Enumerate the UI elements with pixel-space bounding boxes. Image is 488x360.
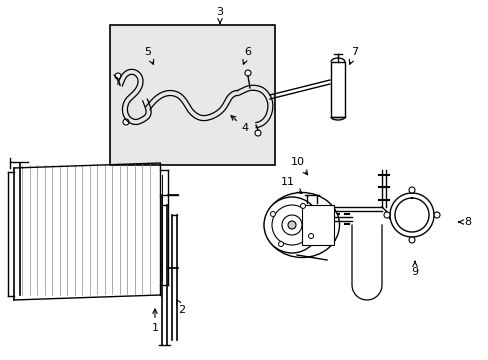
Circle shape [271, 205, 311, 245]
Circle shape [282, 215, 302, 235]
Circle shape [278, 242, 283, 247]
Circle shape [254, 130, 261, 136]
Text: 3: 3 [216, 7, 223, 23]
Text: 8: 8 [458, 217, 470, 227]
Text: 10: 10 [290, 157, 307, 175]
Text: 1: 1 [151, 309, 158, 333]
Bar [302, 205, 333, 245]
Circle shape [115, 73, 121, 79]
Circle shape [408, 187, 414, 193]
Circle shape [308, 234, 313, 238]
Text: 9: 9 [410, 261, 418, 277]
Circle shape [383, 212, 389, 218]
Text: 5: 5 [144, 47, 153, 64]
Text: 11: 11 [281, 177, 301, 193]
Text: 4: 4 [230, 116, 248, 133]
Text: 7: 7 [348, 47, 358, 64]
Circle shape [408, 237, 414, 243]
Text: 2: 2 [176, 300, 185, 315]
Circle shape [264, 197, 319, 253]
Bar [110, 25, 274, 165]
Circle shape [270, 211, 275, 216]
Ellipse shape [264, 193, 339, 257]
Circle shape [433, 212, 439, 218]
Bar [330, 62, 345, 117]
Circle shape [123, 119, 129, 125]
Circle shape [287, 221, 295, 229]
Text: 6: 6 [243, 47, 251, 64]
Circle shape [300, 203, 305, 208]
Circle shape [244, 70, 250, 76]
